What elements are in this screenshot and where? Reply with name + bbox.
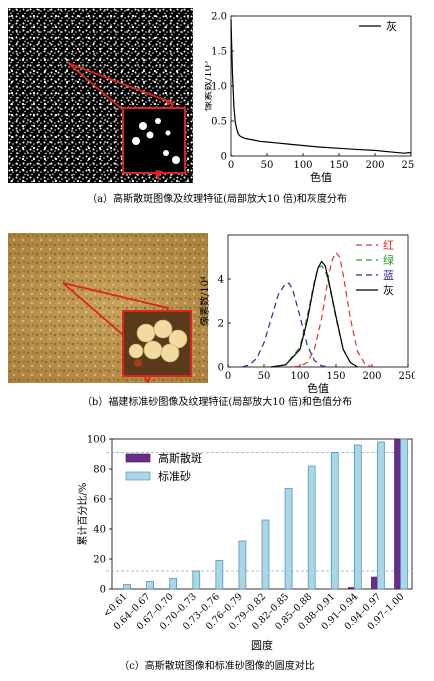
x-tick-label: 100 [290,371,309,382]
legend-label: 标准砂 [158,469,191,483]
y-tick-label: 1.0 [211,82,227,93]
y-tick-label: 2.0 [211,12,227,23]
x-tick-label: 0 [225,371,231,382]
y-tick-label: 0 [221,152,227,163]
x-tick-label: 200 [362,371,381,382]
caption-b: （b）福建标准砂图像及纹理特征(局部放大10 倍)和色值分布 [81,397,353,408]
y-tick-label: 0 [100,585,106,596]
legend-label: 高斯散斑 [158,451,202,465]
y-tick-label: 2 [218,319,224,330]
bar-标准砂 [377,441,385,590]
y-tick-label: 0 [218,363,224,374]
speckle-image [8,8,193,183]
x-tick-label: 250 [398,371,415,382]
panel-c: 0 20 40 60 80 100 <0.61 0.64–0.67 0.67–0.70 0.70–… [0,425,434,681]
x-axis-label: 色值 [310,170,332,184]
bar-标准砂 [330,452,339,590]
series-line-绿 [271,265,358,368]
x-tick-label: 0 [228,160,234,171]
gray-histogram-chart: 0 50 100 150 200 250 0 0.5 1.0 1.5 2.0 色值 像素数/10⁵ 灰 [205,12,415,185]
y-tick-label: 60 [93,495,106,506]
y-axis-label: 像素数/10⁴ [200,276,211,326]
x-tick-label: 150 [326,371,345,382]
y-tick-label: 0.5 [211,117,227,128]
legend-label: 红 [383,239,394,252]
y-tick-label: 40 [93,525,106,536]
plot-frame [227,234,409,368]
legend-label: 灰 [386,19,397,33]
legend-label: 蓝 [383,269,394,282]
bar-标准砂 [284,488,293,590]
bar-标准砂 [261,519,270,590]
roundness-bar-chart: 020406080100<0.610.64–0.670.67–0.700.70–… [76,435,413,652]
bar-标准砂 [146,581,154,590]
bar-高斯散斑 [371,576,378,590]
series-line-灰 [230,19,412,154]
bar-标准砂 [215,560,224,590]
caption-a: （a）高斯散斑图像及纹理特征(局部放大10 倍)和灰度分布 [87,194,347,205]
x-axis-label: 色值 [307,381,329,395]
bar-标准砂 [238,540,247,590]
y-tick-label: 1.5 [211,47,227,58]
y-tick-label: 80 [93,465,106,476]
series-line-灰 [271,260,358,368]
legend-label: 绿 [383,253,394,267]
bar-标准砂 [169,578,178,590]
legend-swatch [125,453,151,463]
bar-高斯散斑 [348,587,355,590]
y-tick-label: 100 [87,435,106,446]
sand-image [8,233,208,383]
plot-frame [230,15,412,157]
y-axis-label: 像素数/10⁵ [205,61,214,111]
y-tick-label: 4 [218,275,224,286]
legend-swatch [125,471,151,481]
x-tick-label: 200 [365,160,384,171]
panel-b: 0 50 100 150 200 250 0 2 4 色值 像素数/10⁴ 红绿蓝灰 （b）福建标准砂… [0,215,434,408]
bar-标准砂 [192,570,201,590]
x-tick-label: 150 [329,160,348,171]
bar-高斯散斑 [394,438,401,590]
x-axis-label: 圆度 [251,638,273,652]
bar-标准砂 [123,584,131,590]
zoom-outline [62,282,170,383]
bar-标准砂 [400,438,408,590]
panel-a: 0 50 100 150 200 250 0 0.5 1.0 1.5 2.0 色值 像素数/10⁵ 灰 （… [0,0,434,210]
x-tick-label: 100 [293,160,312,171]
bar-标准砂 [353,444,362,590]
y-axis-label: 累计百分比/% [76,483,89,546]
series-line-红 [292,251,373,368]
caption-c: （c）高斯散斑图像和标准砂图像的圆度对比 [119,661,315,672]
x-tick-label: 50 [258,371,271,382]
legend-label: 灰 [383,283,394,297]
bar-标准砂 [307,465,316,590]
y-tick-label: 20 [93,555,106,566]
x-tick-label: 250 [401,160,415,171]
series-line-蓝 [242,282,329,368]
x-tick-label: 50 [261,160,274,171]
